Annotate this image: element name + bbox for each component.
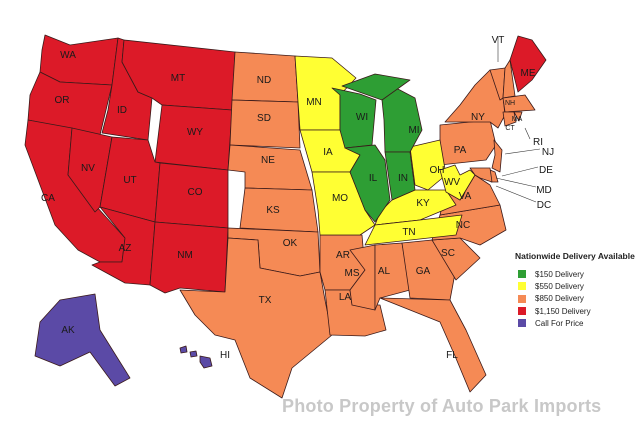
state-label: WV [444,177,460,188]
legend: Nationwide Delivery Available $150 Deliv… [515,251,635,329]
state-in[interactable] [384,151,416,201]
state-il[interactable] [344,144,391,223]
leader-line [501,166,539,177]
state-label: ME [521,68,536,79]
state-label: TX [259,295,272,306]
state-label: WA [60,50,76,61]
state-label: KS [266,205,280,216]
state-label: HI [220,350,230,361]
state-label: AL [378,266,391,277]
state-label: NV [81,163,95,174]
state-nj[interactable] [491,139,503,173]
state-label: AZ [119,243,132,254]
legend-item: Call For Price [518,317,635,329]
legend-item: $150 Delivery [518,268,635,280]
state-label: SC [441,248,455,259]
legend-item: $550 Delivery [518,280,635,292]
leader-line [495,177,537,188]
legend-swatch [518,270,526,279]
state-wv[interactable] [439,164,476,201]
state-label: ND [257,75,271,86]
state-label: DE [539,165,553,176]
state-label: WY [187,127,203,138]
state-sd[interactable] [229,99,301,149]
state-ne[interactable] [227,144,313,191]
state-tx[interactable] [179,237,333,399]
legend-swatch [518,294,526,303]
state-or[interactable] [27,71,113,136]
state-label: GA [416,266,431,277]
state-label: MS [345,268,360,279]
legend-item: $1,150 Delivery [518,305,635,317]
state-label: MI [408,125,419,136]
state-label: SD [257,113,271,124]
state-mi[interactable] [381,87,423,153]
state-ri[interactable] [513,111,523,122]
legend-label: $850 Delivery [535,294,584,304]
state-label: PA [454,145,467,156]
legend-label: $150 Delivery [535,269,584,279]
state-fl[interactable] [379,297,487,393]
state-label: OH [430,165,445,176]
state-label: CA [41,193,55,204]
state-label: AR [336,250,350,261]
legend-swatch [518,319,526,328]
legend-label: Call For Price [535,318,584,328]
legend-item: $850 Delivery [518,293,635,305]
state-al[interactable] [374,242,411,311]
state-label: MA [512,116,523,123]
state-label: MO [332,193,348,204]
state-label: IL [369,173,378,184]
state-label: DC [537,200,551,211]
state-ak[interactable] [34,293,131,387]
state-label: VA [459,191,472,202]
state-label: KY [416,198,430,209]
leader-line [495,185,537,203]
state-label: NJ [542,147,554,158]
state-label: NM [177,250,193,261]
state-label: RI [533,137,543,148]
legend-title: Nationwide Delivery Available [515,251,635,261]
state-tn[interactable] [364,214,463,246]
state-label: CO [188,187,203,198]
legend-swatch [518,307,526,316]
state-oh[interactable] [409,139,447,191]
state-label: VT [492,35,505,46]
state-label: CT [505,125,515,132]
state-mi[interactable] [341,73,411,101]
state-label: NY [471,112,485,123]
state-hi[interactable] [179,345,213,369]
state-ct[interactable] [502,111,517,127]
state-label: LA [339,292,352,303]
leader-line [524,127,531,140]
state-label: IN [398,173,408,184]
state-label: UT [123,175,136,186]
state-label: OK [283,238,298,249]
legend-label: $550 Delivery [535,281,584,291]
state-label: TN [402,227,415,238]
state-nv[interactable] [67,127,113,213]
state-ma[interactable] [502,94,536,113]
state-label: NE [261,155,275,166]
state-pa[interactable] [439,119,497,166]
legend-label: $1,150 Delivery [535,306,591,316]
state-label: AK [61,325,75,336]
state-label: IA [323,147,333,158]
leader-line [504,148,541,155]
state-label: ID [117,105,127,116]
state-label: NC [456,220,470,231]
state-label: FL [446,350,458,361]
state-label: MD [536,185,552,196]
state-label: MT [171,73,185,84]
state-label: WI [356,112,368,123]
state-label: MN [306,97,322,108]
state-label: NH [505,100,515,107]
state-label: OR [55,95,70,106]
watermark: Photo Property of Auto Park Imports [282,396,602,416]
state-me[interactable] [509,35,547,93]
legend-swatch [518,282,526,291]
